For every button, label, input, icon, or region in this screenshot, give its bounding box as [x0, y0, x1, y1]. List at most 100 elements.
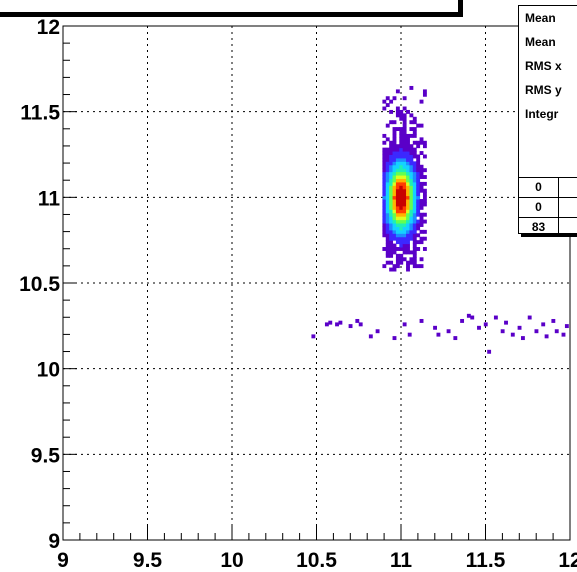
heatmap-bin: [385, 226, 390, 231]
heatmap-bin: [385, 205, 390, 210]
heatmap-bin: [504, 320, 508, 325]
heatmap-bin: [402, 151, 407, 155]
heatmap-bin: [402, 223, 407, 227]
heatmap-bin: [382, 164, 387, 169]
heatmap-bin: [402, 202, 407, 207]
heatmap-bin: [422, 140, 427, 145]
heatmap-bin: [406, 209, 410, 214]
heatmap-bin: [392, 154, 397, 159]
heatmap-bin: [395, 188, 400, 193]
heatmap-bin: [402, 229, 407, 234]
heatmap-bin: [409, 233, 414, 238]
heatmap-bin: [412, 240, 417, 245]
heatmap-bin: [392, 175, 397, 179]
heatmap-bin: [406, 178, 410, 183]
heatmap-bin: [399, 226, 404, 231]
heatmap-bin: [389, 205, 394, 210]
heatmap-bin: [395, 264, 400, 269]
heatmap-bin: [392, 157, 397, 162]
heatmap-bin: [406, 144, 410, 149]
heatmap-bin: [419, 216, 424, 221]
heatmap-bin: [385, 151, 390, 155]
heatmap-bin: [402, 195, 407, 200]
x-tick-label: 10: [220, 549, 243, 572]
heatmap-bins: [311, 85, 569, 354]
heatmap-bin: [416, 247, 421, 251]
heatmap-bin: [422, 144, 427, 149]
heatmap-bin: [389, 226, 394, 231]
stat-mean-y-label: Mean: [525, 35, 556, 49]
heatmap-bin: [385, 229, 390, 234]
heatmap-bin: [389, 140, 394, 145]
heatmap-bin: [389, 229, 394, 234]
heatmap-bin: [399, 164, 404, 169]
heatmap-bin: [409, 113, 414, 118]
heatmap-bin: [395, 260, 400, 265]
heatmap-bin: [399, 113, 404, 118]
heatmap-bin: [402, 168, 407, 173]
heatmap-bin: [541, 322, 546, 327]
heatmap-bin: [399, 109, 404, 114]
heatmap-bin: [409, 219, 414, 224]
heatmap-bin: [406, 229, 410, 234]
heatmap-bin: [406, 264, 410, 269]
heatmap-bin: [402, 243, 407, 248]
heatmap-bin: [402, 171, 407, 176]
stat-rms-x-label: RMS x: [525, 59, 562, 73]
heatmap-bin: [409, 216, 414, 221]
heatmap-bin: [375, 329, 380, 334]
y-tick-label: 9: [48, 530, 60, 553]
heatmap-bin: [416, 199, 421, 203]
heatmap-bin: [412, 257, 417, 262]
heatmap-bin: [389, 171, 394, 176]
heatmap-bin: [385, 157, 390, 162]
heatmap-bin: [395, 240, 400, 245]
stats-grid-cell: [559, 198, 577, 217]
heatmap-bin: [419, 240, 424, 245]
heatmap-bin: [385, 216, 390, 221]
heatmap-bin: [409, 229, 414, 234]
heatmap-bin: [409, 171, 414, 176]
heatmap-bin: [389, 223, 394, 227]
heatmap-bin: [544, 334, 549, 339]
heatmap-bin: [409, 199, 414, 203]
heatmap-bin: [392, 130, 397, 135]
heatmap-bin: [412, 133, 417, 138]
heatmap-bin: [419, 151, 424, 155]
heatmap-bin: [389, 175, 394, 179]
heatmap-bin: [392, 151, 397, 155]
heatmap-bin: [399, 171, 404, 176]
heatmap-bin: [419, 199, 424, 203]
heatmap-bin: [389, 216, 394, 221]
heatmap-bin: [402, 233, 407, 238]
heatmap-bin: [500, 329, 505, 334]
heatmap-bin: [406, 140, 410, 145]
heatmap-bin: [422, 89, 427, 94]
heatmap-bin: [412, 264, 417, 269]
heatmap-bin: [422, 168, 427, 173]
heatmap-bin: [402, 257, 407, 262]
heatmap-bin: [409, 127, 414, 132]
heatmap-bin: [419, 318, 424, 323]
heatmap-bin: [402, 250, 407, 255]
heatmap-bin: [422, 229, 427, 234]
heatmap-bin: [406, 137, 410, 142]
heatmap-bin: [409, 257, 414, 262]
heatmap-bin: [389, 233, 394, 238]
heatmap-bin: [389, 192, 394, 197]
heatmap-bin: [392, 264, 397, 269]
heatmap-bin: [392, 223, 397, 227]
heatmap-bin: [382, 106, 387, 111]
heatmap-bin: [395, 144, 400, 149]
heatmap-bin: [402, 147, 407, 152]
stats-overflow-grid: 0 0 83: [519, 177, 577, 233]
heatmap-bin: [416, 212, 421, 217]
heatmap-bin: [382, 195, 387, 200]
title-box: [0, 0, 460, 14]
heatmap-bin: [382, 219, 387, 224]
heatmap-bin: [416, 188, 421, 193]
stats-grid-cell: 0: [519, 198, 559, 217]
heatmap-bin: [402, 161, 407, 166]
heatmap-bin: [416, 219, 421, 224]
heatmap-bin: [419, 202, 424, 207]
